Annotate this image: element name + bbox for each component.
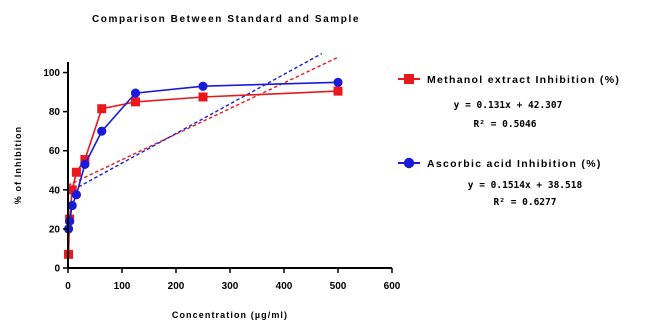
data-point-ascorbic (198, 81, 208, 91)
x-tick-label: 400 (276, 281, 293, 292)
legend-marker-methanol (404, 74, 414, 84)
legend-entry-ascorbic: Ascorbic acid Inhibition (%) (398, 157, 602, 170)
y-tick-label: 20 (49, 224, 61, 235)
data-point-methanol (80, 155, 90, 165)
data-point-ascorbic (80, 159, 90, 170)
chart-title: Comparison Between Standard and Sample (92, 14, 360, 25)
x-tick-label: 500 (330, 281, 347, 292)
plot-area (63, 53, 343, 259)
legend-entry-methanol: Methanol extract Inhibition (%) (398, 74, 620, 86)
data-point-methanol (71, 167, 81, 177)
data-point-methanol (97, 104, 107, 114)
legend-label-methanol: Methanol extract Inhibition (%) (427, 74, 620, 86)
legend-label-ascorbic: Ascorbic acid Inhibition (%) (427, 158, 602, 170)
data-point-methanol (333, 86, 343, 96)
data-point-ascorbic (130, 88, 141, 98)
x-tick-label: 100 (114, 281, 131, 292)
data-point-ascorbic (333, 77, 343, 87)
y-tick-label: 40 (49, 185, 61, 196)
y-tick-label: 60 (49, 146, 61, 157)
data-point-ascorbic (71, 190, 82, 200)
y-ticks: 0 20 40 60 80 100 (43, 68, 68, 275)
y-tick-label: 0 (54, 264, 60, 275)
series-line-ascorbic (67, 81, 339, 230)
r-squared-methanol: R² = 0.5046 (474, 119, 537, 130)
x-tick-label: 200 (168, 281, 185, 292)
series-line-methanol (67, 90, 339, 255)
data-point-methanol (67, 185, 77, 195)
equation-methanol: y = 0.131x + 42.307 (454, 100, 563, 111)
x-ticks: 0 100 200 300 400 500 600 (65, 268, 401, 292)
data-point-ascorbic (67, 200, 77, 211)
x-tick-label: 300 (222, 281, 239, 292)
x-axis-label: Concentration (µg/ml) (172, 310, 288, 320)
legend: Methanol extract Inhibition (%) y = 0.13… (398, 74, 620, 208)
x-tick-label: 0 (65, 281, 71, 292)
equation-ascorbic: y = 0.1514x + 38.518 (468, 180, 583, 191)
data-point-ascorbic (97, 126, 107, 136)
legend-marker-ascorbic (403, 157, 415, 169)
y-axis-label: % of Inhibition (13, 126, 23, 205)
trendline-methanol (67, 56, 339, 186)
y-tick-label: 100 (43, 68, 60, 79)
x-tick-label: 600 (384, 281, 401, 292)
data-point-ascorbic (65, 216, 75, 226)
data-point-methanol (131, 97, 140, 107)
r-squared-ascorbic: R² = 0.6277 (494, 197, 557, 208)
trendline-ascorbic (67, 53, 323, 194)
y-tick-label: 80 (49, 107, 61, 118)
data-point-methanol (198, 92, 208, 102)
